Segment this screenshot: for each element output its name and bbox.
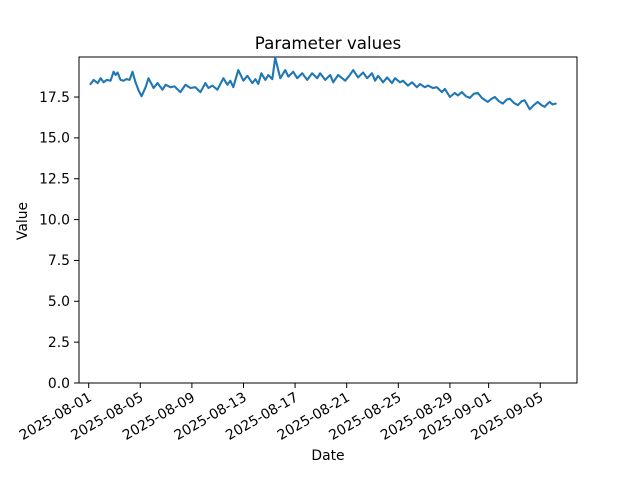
y-tick-label: 7.5 [48, 253, 70, 269]
y-tick-label: 2.5 [48, 335, 70, 351]
y-tick-label: 17.5 [39, 90, 70, 106]
y-tick-label: 0.0 [48, 376, 70, 392]
axes-spines [78, 56, 578, 384]
y-tick-label: 10.0 [39, 212, 70, 228]
chart-title: Parameter values [254, 33, 402, 53]
y-tick-label: 15.0 [39, 131, 70, 147]
y-tick-label: 12.5 [39, 172, 70, 188]
y-tick-label: 5.0 [48, 294, 70, 310]
x-axis-label: Date [311, 448, 345, 464]
y-axis-label: Value [15, 201, 31, 241]
data-line-series [89, 56, 557, 111]
